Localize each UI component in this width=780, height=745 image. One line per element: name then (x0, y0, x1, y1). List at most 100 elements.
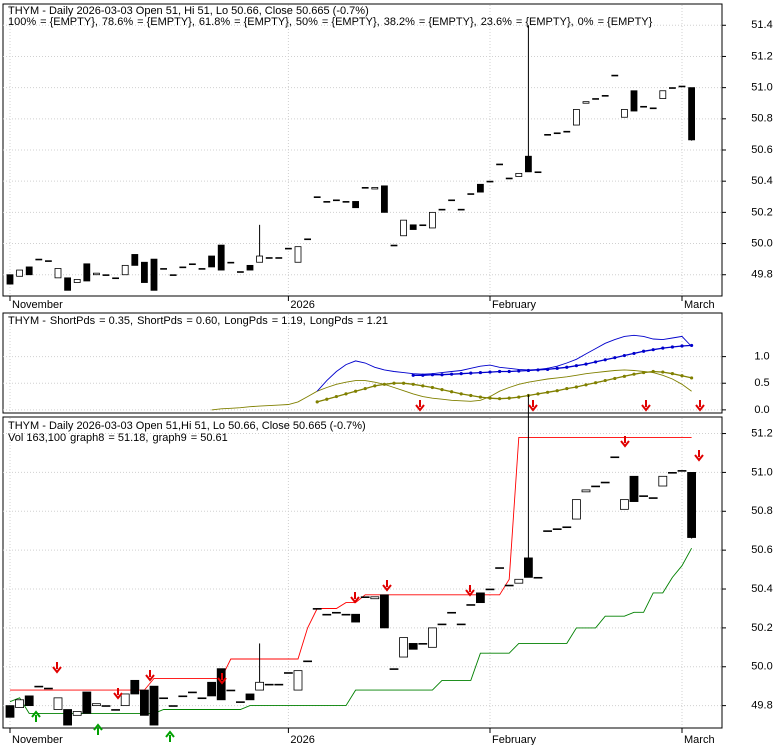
candle-body (533, 576, 543, 579)
candle-body (236, 271, 244, 273)
candle-body (303, 660, 313, 663)
candle-body (562, 526, 572, 529)
candle-body (35, 258, 43, 261)
candle-body (648, 497, 658, 499)
candle-body (83, 263, 91, 282)
candle-body (688, 87, 695, 141)
candle-body (197, 697, 207, 700)
candle-body (467, 193, 475, 195)
candle-body (149, 685, 159, 726)
legend-value: = 1.21 (357, 315, 388, 327)
candle-body (53, 697, 63, 710)
candle-body (34, 685, 44, 688)
candle-body (264, 683, 274, 686)
candle-body (111, 709, 120, 711)
candle-body (409, 224, 417, 230)
candle-body (208, 255, 216, 268)
candle-body (82, 691, 92, 714)
y-tick-label: 1.0 (754, 351, 769, 363)
candle-body (572, 499, 581, 520)
x-tick-label: February (492, 299, 537, 311)
y-tick-label: 51.2 (751, 427, 772, 439)
y-tick-label: 50.2 (751, 622, 772, 634)
candle-body (342, 201, 350, 203)
candle-body (669, 87, 676, 89)
legend-name: ShortPds (137, 315, 183, 327)
legend-label: 38.2% (384, 16, 415, 28)
candle-body (581, 489, 591, 493)
series-line (211, 369, 692, 411)
candle-body (178, 695, 188, 698)
chart-title: THYM - (8, 315, 46, 327)
candle-body (352, 201, 360, 209)
legend-label: 100% (8, 16, 36, 28)
candle-body (351, 613, 361, 623)
candle-body (370, 596, 380, 600)
candle-body (427, 627, 437, 648)
candle-body (400, 219, 408, 237)
candle-body (169, 274, 177, 276)
candle-body (216, 668, 226, 701)
candle-body (284, 247, 292, 250)
legend-text: = {EMPTY}, (40, 16, 98, 28)
price-panel (2, 3, 723, 297)
candle-body (485, 588, 495, 591)
y-tick-label: 51.0 (751, 82, 772, 94)
x-tick-label: February (492, 734, 537, 745)
candle-body (16, 269, 24, 277)
legend-name: LongPds (310, 315, 354, 327)
candle-body (72, 711, 82, 716)
signal-arrow (620, 436, 630, 448)
candle-body (283, 672, 293, 674)
y-tick-label: 50.6 (751, 144, 772, 156)
candle-body (687, 472, 696, 538)
candle-body (187, 691, 197, 694)
legend-label: 0% (578, 16, 594, 28)
candle-body (275, 257, 283, 259)
candle-body (504, 584, 514, 587)
series-line (10, 436, 692, 691)
candle-body (274, 683, 284, 686)
candle-body (379, 594, 389, 629)
candle-body (45, 260, 52, 262)
series-line (413, 344, 692, 376)
series-line (9, 547, 692, 714)
candle-body (322, 613, 332, 616)
candle-body (63, 709, 72, 726)
signal-arrow (695, 400, 705, 412)
candle-body (408, 643, 418, 650)
y-tick-label: 49.8 (751, 269, 772, 281)
candle-body (64, 277, 71, 291)
legend-name: ShortPds (50, 315, 96, 327)
candle-body (448, 199, 456, 202)
candle-body (131, 254, 139, 266)
legend-name: graph8 (70, 432, 104, 444)
signal-panel (2, 416, 723, 729)
legend-label: 61.8% (199, 16, 230, 28)
candle-body (245, 693, 255, 701)
candle-body (428, 211, 436, 229)
legend-text: = {EMPTY}, (137, 16, 195, 28)
chart-title: THYM - Daily 2026-03-03 Open 51,Hi 51, L… (8, 420, 366, 432)
candle-body (543, 530, 552, 532)
candle-body (331, 611, 341, 614)
legend-text: = {EMPTY}, (322, 16, 380, 28)
candle-body (505, 177, 513, 180)
candle-body (677, 470, 687, 472)
y-tick-label: 51.4 (751, 19, 772, 31)
candle-body (457, 208, 465, 211)
candle-body (226, 689, 236, 692)
candle-body (456, 623, 466, 626)
candle-body (360, 596, 370, 598)
candle-body (5, 705, 15, 718)
signal-arrow (31, 710, 41, 722)
y-tick-label: 51.0 (751, 466, 772, 478)
y-tick-label: 0.5 (754, 377, 769, 389)
candle-body (611, 74, 619, 77)
candle-body (25, 266, 33, 276)
candle-body (658, 475, 668, 487)
candle-body (486, 180, 494, 183)
y-tick-label: 50.8 (751, 505, 772, 517)
candle-body (447, 611, 457, 614)
